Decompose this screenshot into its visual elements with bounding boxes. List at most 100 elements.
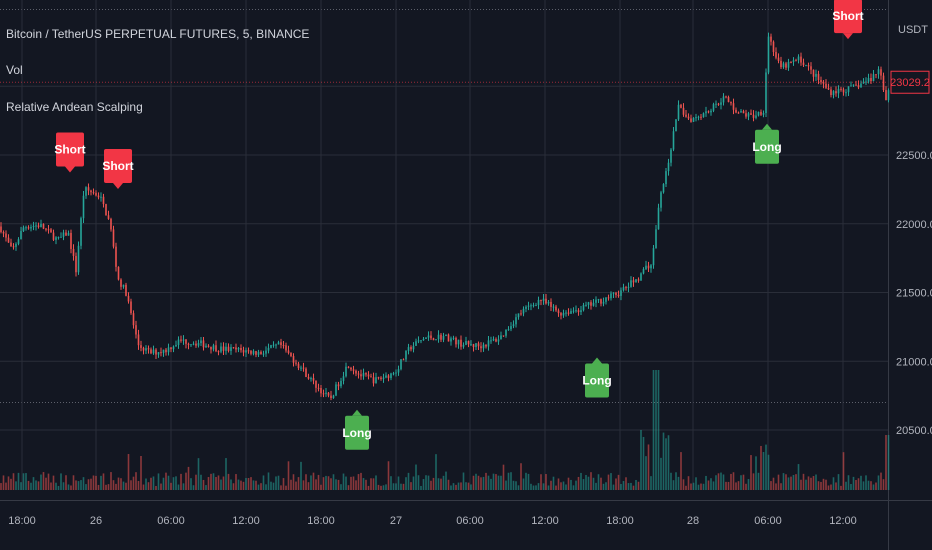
- candle-body: [505, 329, 507, 336]
- volume-bar: [487, 475, 490, 490]
- volume-bar: [490, 478, 492, 490]
- volume-bar: [102, 473, 105, 490]
- volume-bar: [700, 483, 702, 490]
- volume-bar: [855, 479, 857, 490]
- candle-body: [625, 287, 627, 289]
- candle-body: [230, 347, 232, 351]
- candle-body: [782, 63, 785, 68]
- volume-bar: [20, 482, 22, 490]
- candle-body: [195, 343, 197, 346]
- candle-body: [480, 346, 482, 349]
- volume-bar: [235, 474, 237, 490]
- volume-bar: [40, 474, 42, 490]
- candle-body: [877, 69, 880, 75]
- candle-body: [492, 339, 495, 341]
- volume-bar: [500, 475, 502, 490]
- volume-bar: [60, 473, 62, 490]
- symbol-title[interactable]: Bitcoin / TetherUS PERPETUAL FUTURES, 5,…: [6, 27, 310, 41]
- volume-bar: [190, 478, 192, 490]
- volume-bar: [732, 472, 735, 490]
- candle-body: [887, 90, 890, 101]
- volume-bar: [480, 477, 482, 490]
- candle-body: [372, 377, 375, 384]
- candle-body: [262, 353, 265, 355]
- volume-bar: [645, 456, 647, 490]
- candle-body: [450, 338, 452, 342]
- x-tick-label: 28: [687, 515, 699, 527]
- candle-body: [297, 363, 300, 369]
- y-tick-label: 21500.0: [896, 288, 932, 300]
- candle-body: [252, 351, 255, 354]
- candle-body: [667, 162, 670, 172]
- volume-bar: [152, 476, 155, 490]
- candle-body: [795, 60, 797, 62]
- candle-body: [570, 311, 572, 314]
- candle-body: [320, 387, 322, 394]
- candle-body: [170, 347, 172, 350]
- candle-body: [42, 223, 45, 229]
- candle-body: [835, 91, 837, 94]
- candle-body: [115, 246, 117, 267]
- candle-body: [55, 237, 57, 240]
- volume-bar: [95, 475, 97, 490]
- volume-bar: [367, 485, 370, 490]
- volume-bar: [875, 482, 877, 490]
- volume-bar: [577, 476, 580, 490]
- candle-body: [875, 74, 877, 76]
- volume-bar: [765, 444, 767, 490]
- volume-bar: [815, 474, 817, 490]
- volume-bar: [522, 478, 525, 490]
- volume-bar: [250, 477, 252, 490]
- candle-body: [727, 96, 730, 102]
- volume-bar: [457, 482, 460, 490]
- volume-bar: [880, 472, 882, 490]
- volume-bar: [52, 475, 55, 490]
- candle-body: [850, 85, 852, 87]
- signal-text: Short: [54, 143, 85, 157]
- volume-bar: [72, 475, 75, 490]
- candle-body: [107, 215, 110, 219]
- volume-bar: [492, 473, 495, 490]
- candle-body: [822, 82, 825, 84]
- volume-bar: [555, 485, 557, 490]
- candle-body: [737, 112, 740, 114]
- candle-body: [17, 239, 20, 244]
- signal-text: Long: [582, 374, 611, 388]
- volume-bar: [775, 483, 777, 490]
- signal-pointer: [592, 357, 602, 364]
- candle-body: [767, 36, 770, 73]
- volume-bar: [442, 475, 445, 490]
- indicator-scalping-label[interactable]: Relative Andean Scalping: [6, 100, 143, 114]
- signal-text: Short: [832, 9, 863, 23]
- long-signal-label: Long: [342, 409, 372, 450]
- volume-bar: [130, 480, 132, 490]
- volume-bar: [597, 474, 600, 490]
- candle-body: [407, 347, 410, 351]
- candle-body: [425, 337, 427, 339]
- volume-bar: [337, 479, 340, 490]
- candle-body: [362, 373, 365, 377]
- candle-body: [532, 305, 535, 307]
- candle-body: [630, 280, 632, 287]
- candle-body: [155, 349, 157, 355]
- x-tick-label: 06:00: [157, 515, 185, 527]
- volume-bar: [572, 485, 575, 490]
- volume-bar: [695, 477, 697, 490]
- volume-bar: [860, 475, 862, 490]
- candle-body: [220, 346, 222, 352]
- x-tick-label: 26: [90, 515, 102, 527]
- candle-body: [187, 343, 190, 345]
- volume-bar: [407, 472, 410, 490]
- volume-bar: [567, 477, 570, 490]
- volume-bar: [482, 476, 485, 490]
- volume-bar: [137, 480, 140, 490]
- indicator-vol-label[interactable]: Vol: [6, 63, 23, 77]
- candle-body: [5, 233, 7, 238]
- volume-bar: [385, 484, 387, 490]
- candle-body: [712, 104, 715, 111]
- volume-bar: [382, 485, 385, 490]
- volume-bar: [410, 482, 412, 490]
- candle-body: [762, 113, 765, 115]
- volume-bar: [565, 484, 567, 490]
